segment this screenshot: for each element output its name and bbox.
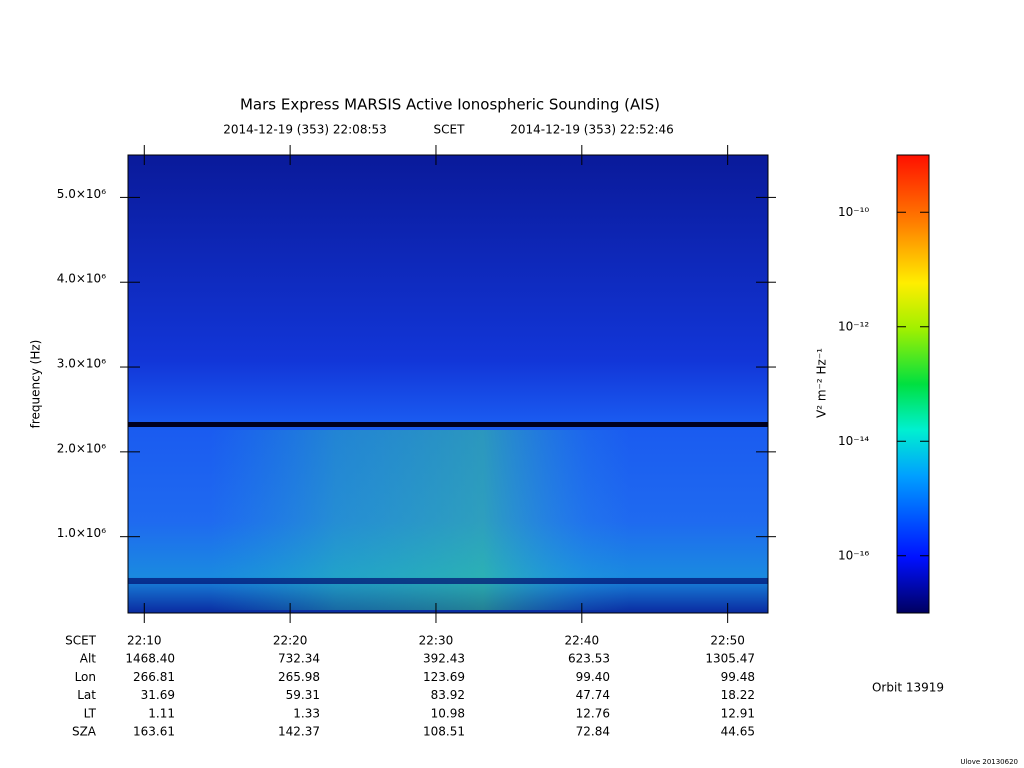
colorbar-tick-label: 10⁻¹⁴ bbox=[838, 434, 869, 448]
ephemeris-value: 123.69 bbox=[423, 670, 465, 684]
x-tick-label: 22:40 bbox=[565, 634, 600, 648]
ephemeris-value: 266.81 bbox=[133, 670, 175, 684]
ephemeris-value: 142.37 bbox=[278, 725, 320, 739]
colorbar bbox=[896, 154, 930, 614]
plot-frame bbox=[127, 154, 769, 614]
ephemeris-value: 1305.47 bbox=[705, 652, 755, 666]
ephemeris-value: 163.61 bbox=[133, 725, 175, 739]
ephemeris-value: 108.51 bbox=[423, 725, 465, 739]
ephemeris-value: 1468.40 bbox=[125, 652, 175, 666]
colorbar-tick-label: 10⁻¹⁶ bbox=[838, 548, 869, 562]
x-tick-label: 22:50 bbox=[710, 634, 745, 648]
y-tick-label: 4.0×10⁶ bbox=[57, 272, 106, 286]
spectrogram-band bbox=[128, 578, 768, 584]
ephemeris-value: 99.48 bbox=[721, 670, 755, 684]
y-tick-label: 1.0×10⁶ bbox=[57, 526, 106, 540]
ephemeris-label: Lon bbox=[75, 670, 96, 684]
start-time: 2014-12-19 (353) 22:08:53 bbox=[223, 123, 387, 137]
ephemeris-value: 623.53 bbox=[568, 652, 610, 666]
ephemeris-value: 59.31 bbox=[286, 688, 320, 702]
end-time: 2014-12-19 (353) 22:52:46 bbox=[510, 123, 674, 137]
ephemeris-value: 18.22 bbox=[721, 688, 755, 702]
ephemeris-value: 392.43 bbox=[423, 652, 465, 666]
ephemeris-value: 10.98 bbox=[431, 706, 465, 720]
x-tick-label: 22:10 bbox=[127, 634, 162, 648]
x-tick-label: 22:20 bbox=[273, 634, 308, 648]
y-tick-label: 5.0×10⁶ bbox=[57, 187, 106, 201]
ephemeris-value: 83.92 bbox=[431, 688, 465, 702]
orbit: Orbit 13919 bbox=[872, 681, 944, 695]
ephemeris-value: 44.65 bbox=[721, 725, 755, 739]
ephemeris-label: SZA bbox=[72, 725, 97, 739]
ephemeris-value: 31.69 bbox=[141, 688, 175, 702]
spectrogram-band bbox=[128, 422, 768, 427]
ephemeris-label: LT bbox=[84, 706, 97, 720]
colorbar-tick-label: 10⁻¹⁰ bbox=[838, 205, 869, 219]
footer: Ulove 20130620 bbox=[960, 758, 1018, 766]
y-tick-label: 3.0×10⁶ bbox=[57, 357, 106, 371]
colorbar-tick-label: 10⁻¹² bbox=[838, 319, 869, 333]
ephemeris-value: 265.98 bbox=[278, 670, 320, 684]
ephemeris-label: Lat bbox=[77, 688, 96, 702]
colorbar-label: V² m⁻² Hz⁻¹ bbox=[815, 348, 829, 418]
ephemeris-value: 47.74 bbox=[576, 688, 610, 702]
ephemeris-value: 12.76 bbox=[576, 706, 610, 720]
ephemeris-value: 72.84 bbox=[576, 725, 610, 739]
time-label: SCET bbox=[434, 123, 466, 137]
y-tick-label: 2.0×10⁶ bbox=[57, 441, 106, 455]
y-axis-label: frequency (Hz) bbox=[29, 340, 43, 429]
ephemeris-value: 99.40 bbox=[576, 670, 610, 684]
ephemeris-label: SCET bbox=[65, 634, 97, 648]
ephemeris-value: 1.33 bbox=[293, 706, 320, 720]
ephemeris-value: 12.91 bbox=[721, 706, 755, 720]
chart-title: Mars Express MARSIS Active Ionospheric S… bbox=[240, 96, 660, 114]
ephemeris-label: Alt bbox=[80, 652, 97, 666]
ephemeris-value: 732.34 bbox=[278, 652, 320, 666]
x-tick-label: 22:30 bbox=[419, 634, 454, 648]
ephemeris-value: 1.11 bbox=[148, 706, 175, 720]
